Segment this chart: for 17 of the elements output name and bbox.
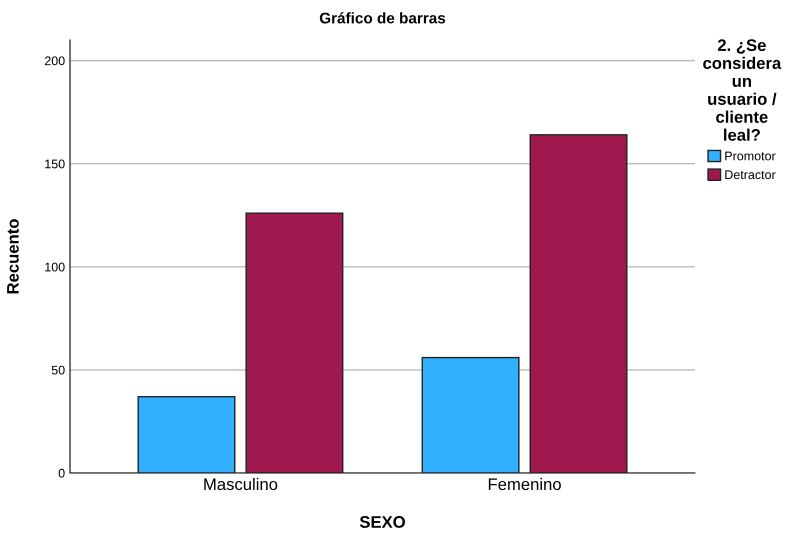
y-tick-label: 150 [45, 160, 65, 168]
legend-label: Detractor [725, 170, 776, 180]
y-axis-title: Recuento [7, 219, 19, 294]
bar [137, 396, 236, 473]
y-tick-label: 50 [52, 366, 65, 375]
y-tick-label: 200 [44, 56, 65, 66]
y-tick-label: 0 [58, 468, 65, 478]
x-tick-label: Masculino [204, 478, 278, 490]
bar [245, 212, 344, 473]
legend-title: 2. ¿Se considera un usuario / cliente leal? [703, 39, 782, 141]
bar [530, 134, 628, 473]
y-tick-label: 100 [45, 262, 65, 272]
x-axis-title: SEXO [360, 516, 405, 528]
x-tick-label: Femenino [488, 478, 561, 490]
legend-label: Promotor [725, 152, 776, 160]
chart-title: Gráfico de barras [320, 12, 446, 24]
bar [422, 356, 520, 473]
